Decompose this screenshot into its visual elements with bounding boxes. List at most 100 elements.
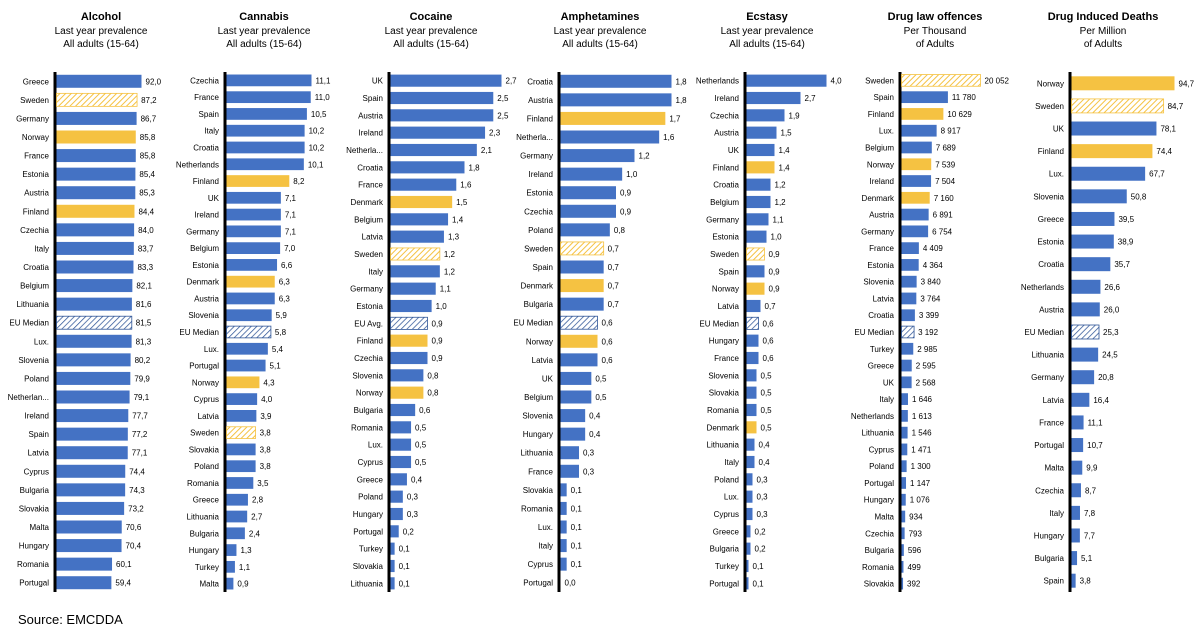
drug-law-offences-value-label: 3 399 xyxy=(919,311,940,320)
cocaine-bar xyxy=(390,178,457,191)
drug-induced-deaths-bar xyxy=(1071,573,1076,588)
amphetamines-value-label: 0,4 xyxy=(589,430,601,439)
ecstasy-category-label: Belgium xyxy=(710,198,739,207)
cannabis-bar xyxy=(226,443,256,456)
cannabis-value-label: 3,5 xyxy=(257,479,269,488)
alcohol-category-label: Ireland xyxy=(25,412,49,421)
cocaine-bar xyxy=(390,74,502,87)
alcohol-category-label: EU Median xyxy=(9,319,49,328)
drug-law-offences-bar xyxy=(901,108,944,120)
alcohol-value-label: 73,2 xyxy=(128,504,144,513)
drug-law-offences-bar xyxy=(901,527,905,540)
drug-law-offences-category-label: Poland xyxy=(869,462,894,471)
cocaine-bar xyxy=(390,316,428,330)
cocaine-bar xyxy=(390,109,494,122)
drug-induced-deaths-category-label: France xyxy=(1039,418,1064,427)
cocaine-category-label: Slovenia xyxy=(352,371,383,380)
drug-law-offences-category-label: Ireland xyxy=(870,177,894,186)
cannabis-bar xyxy=(226,309,272,322)
drug-law-offences-value-label: 7 689 xyxy=(936,143,957,152)
cannabis-bar xyxy=(226,342,268,355)
drug-induced-deaths-bar xyxy=(1071,370,1095,385)
cannabis-category-label: Spain xyxy=(199,110,219,119)
cocaine-bar xyxy=(390,265,440,278)
drug-law-offences-category-label: Lithuania xyxy=(862,429,895,438)
cocaine-value-label: 2,5 xyxy=(497,111,509,120)
cocaine-value-label: 0,3 xyxy=(407,493,419,502)
ecstasy-category-label: Netherlands xyxy=(696,77,739,86)
cannabis-category-label: Italy xyxy=(204,127,219,136)
drug-induced-deaths-value-label: 84,7 xyxy=(1168,102,1184,111)
ecstasy-value-label: 0,9 xyxy=(769,267,781,276)
ecstasy-bar xyxy=(746,247,765,261)
cannabis-bar xyxy=(226,259,278,271)
alcohol-bar xyxy=(56,520,122,534)
drug-law-offences-category-label: Croatia xyxy=(868,311,894,320)
ecstasy-value-label: 0,2 xyxy=(755,545,767,554)
drug-law-offences-value-label: 6 891 xyxy=(933,211,954,220)
cannabis-bar xyxy=(226,460,256,473)
alcohol-bar xyxy=(56,167,136,181)
alcohol-bar xyxy=(56,315,133,330)
cannabis-category-label: Poland xyxy=(194,462,219,471)
drug-law-offences-title: Drug law offences xyxy=(888,11,983,23)
drug-law-offences-value-label: 7 539 xyxy=(935,160,956,169)
amphetamines-category-label: France xyxy=(528,467,553,476)
alcohol-category-label: Netherlan... xyxy=(8,393,49,402)
cocaine-bar xyxy=(390,282,436,295)
cannabis-bar xyxy=(226,91,311,104)
ecstasy-category-label: Lux. xyxy=(724,493,739,502)
cannabis-bar xyxy=(226,493,248,506)
cocaine-value-label: 1,3 xyxy=(448,233,460,242)
drug-law-offences-category-label: Cyprus xyxy=(869,445,894,454)
cocaine-category-label: Spain xyxy=(363,94,383,103)
drug-law-offences-category-label: Turkey xyxy=(870,345,894,354)
cocaine-category-label: Austria xyxy=(358,111,383,120)
drug-law-offences-value-label: 2 595 xyxy=(916,362,937,371)
cocaine-value-label: 0,1 xyxy=(399,545,411,554)
ecstasy-bar xyxy=(746,351,759,365)
drug-law-offences-category-label: Sweden xyxy=(865,76,894,85)
amphetamines-category-label: Lithuania xyxy=(521,449,554,458)
alcohol-category-label: Spain xyxy=(29,430,49,439)
drug-law-offences-bar xyxy=(901,191,930,204)
cannabis-bar xyxy=(226,292,275,305)
alcohol-value-label: 92,0 xyxy=(146,77,162,86)
cannabis-category-label: UK xyxy=(208,194,220,203)
drug-law-offences-category-label: Malta xyxy=(874,513,894,522)
drug-law-offences-value-label: 596 xyxy=(908,546,922,555)
amphetamines-category-label: Czechia xyxy=(524,207,553,216)
alcohol-category-label: Czechia xyxy=(20,226,49,235)
ecstasy-value-label: 0,6 xyxy=(763,319,775,328)
amphetamines-bar xyxy=(560,260,604,274)
cocaine-value-label: 2,5 xyxy=(497,94,509,103)
drug-law-offences-bar xyxy=(901,275,917,288)
cannabis-value-label: 1,1 xyxy=(239,563,251,572)
cocaine-category-label: Estonia xyxy=(356,302,383,311)
cannabis-category-label: Belgium xyxy=(190,244,219,253)
cannabis-value-label: 6,3 xyxy=(279,294,291,303)
amphetamines-value-label: 0,7 xyxy=(608,244,620,253)
cannabis-bar xyxy=(226,191,281,204)
cocaine-value-label: 1,2 xyxy=(444,250,456,259)
amphetamines-value-label: 0,0 xyxy=(565,579,577,588)
cocaine-bar xyxy=(390,403,416,417)
cocaine-category-label: Ireland xyxy=(359,129,383,138)
drug-induced-deaths-value-label: 24,5 xyxy=(1102,351,1118,360)
cannabis-category-label: Ireland xyxy=(195,211,219,220)
cannabis-category-label: Cyprus xyxy=(194,395,219,404)
ecstasy-bar xyxy=(746,403,757,417)
amphetamines-subtitle: Last year prevalence xyxy=(554,26,647,37)
cannabis-value-label: 6,6 xyxy=(281,261,293,270)
drug-law-offences-value-label: 1 147 xyxy=(910,479,931,488)
amphetamines-category-label: Latvia xyxy=(532,356,554,365)
amphetamines-value-label: 1,6 xyxy=(663,133,675,142)
drug-law-offences-category-label: Czechia xyxy=(865,529,894,538)
amphetamines-value-label: 0,9 xyxy=(620,189,632,198)
cannabis-category-label: Austria xyxy=(194,294,219,303)
drug-induced-deaths-value-label: 9,9 xyxy=(1086,464,1098,473)
cocaine-value-label: 1,5 xyxy=(456,198,468,207)
drug-law-offences-bar xyxy=(901,477,907,489)
amphetamines-category-label: Portugal xyxy=(523,579,553,588)
cocaine-value-label: 2,1 xyxy=(481,146,493,155)
